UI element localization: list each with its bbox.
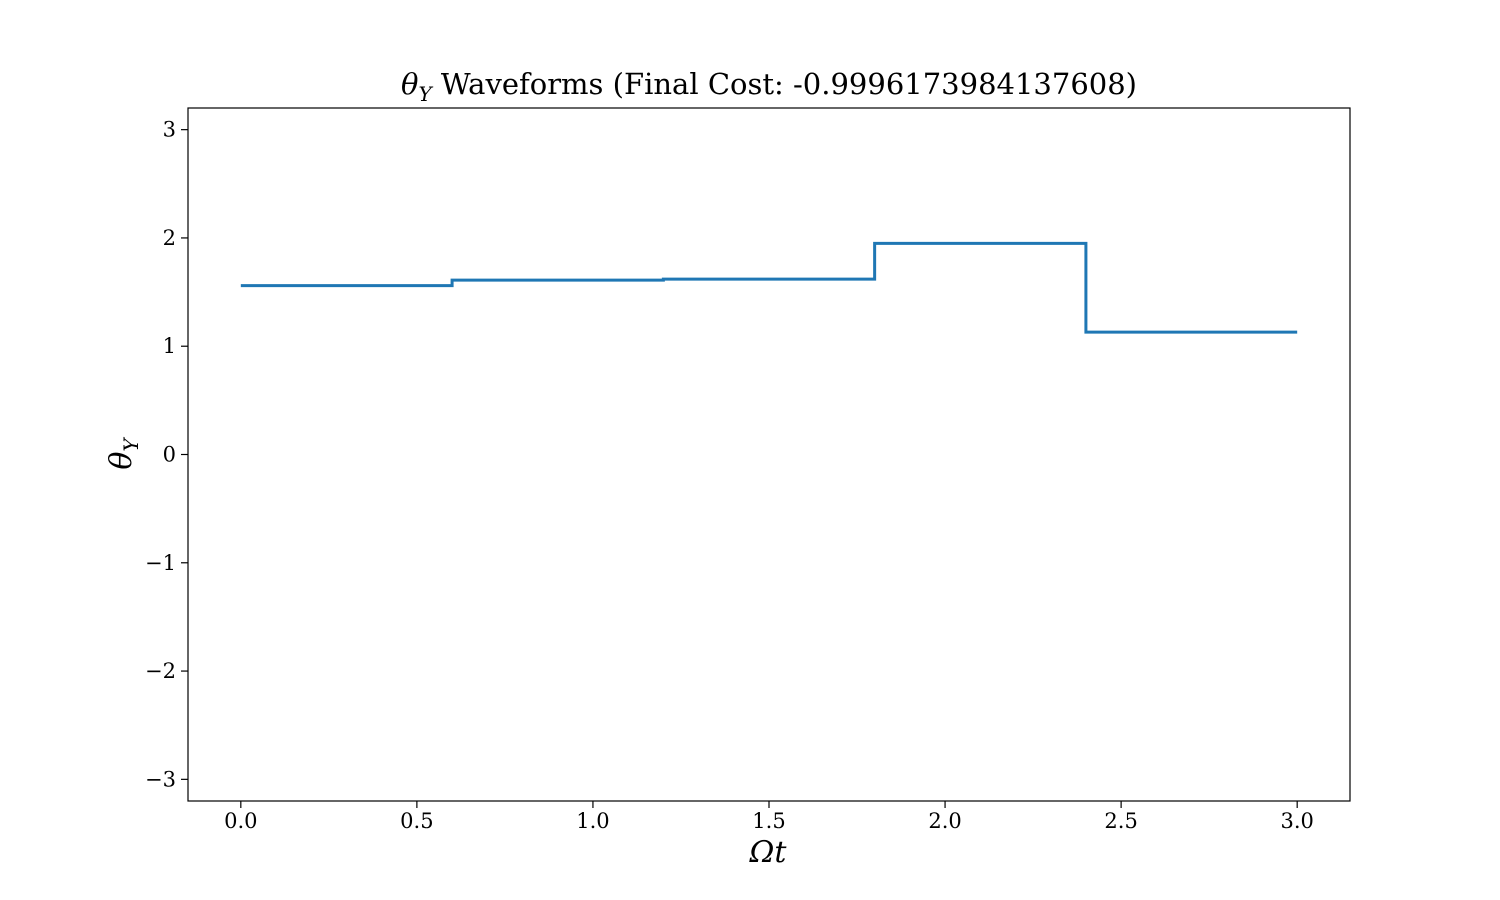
y-tick-label: 3 (163, 118, 176, 142)
y-tick-label: −2 (145, 659, 176, 683)
y-tick-label: 1 (163, 334, 176, 358)
y-axis-ticks: 3 2 1 0 −1 −2 −3 (145, 118, 188, 791)
x-tick-label: 3.0 (1280, 809, 1313, 833)
x-axis-ticks: 0.0 0.5 1.0 1.5 2.0 2.5 3.0 (224, 801, 1314, 833)
x-axis-label: Ωt (749, 835, 788, 870)
x-tick-label: 1.5 (752, 809, 785, 833)
chart-title: θY Waveforms (Final Cost: -0.99961739841… (401, 67, 1137, 106)
x-tick-label: 2.0 (928, 809, 961, 833)
x-tick-label: 2.5 (1104, 809, 1137, 833)
x-tick-label: 0.5 (400, 809, 433, 833)
x-tick-label: 1.0 (576, 809, 609, 833)
title-subscript: Y (418, 82, 433, 106)
y-axis-label: θY (104, 437, 143, 470)
y-label-symbol: θ (104, 452, 139, 470)
y-tick-label: 2 (163, 226, 176, 250)
y-tick-label: −3 (145, 767, 176, 791)
y-tick-label: −1 (145, 551, 176, 575)
y-label-subscript: Y (119, 437, 143, 452)
series-line (240, 241, 1298, 334)
title-symbol: θ (401, 67, 418, 101)
y-tick-label: 0 (163, 443, 176, 467)
title-text: Waveforms (Final Cost: -0.99961739841376… (432, 67, 1137, 101)
x-tick-label: 0.0 (224, 809, 257, 833)
